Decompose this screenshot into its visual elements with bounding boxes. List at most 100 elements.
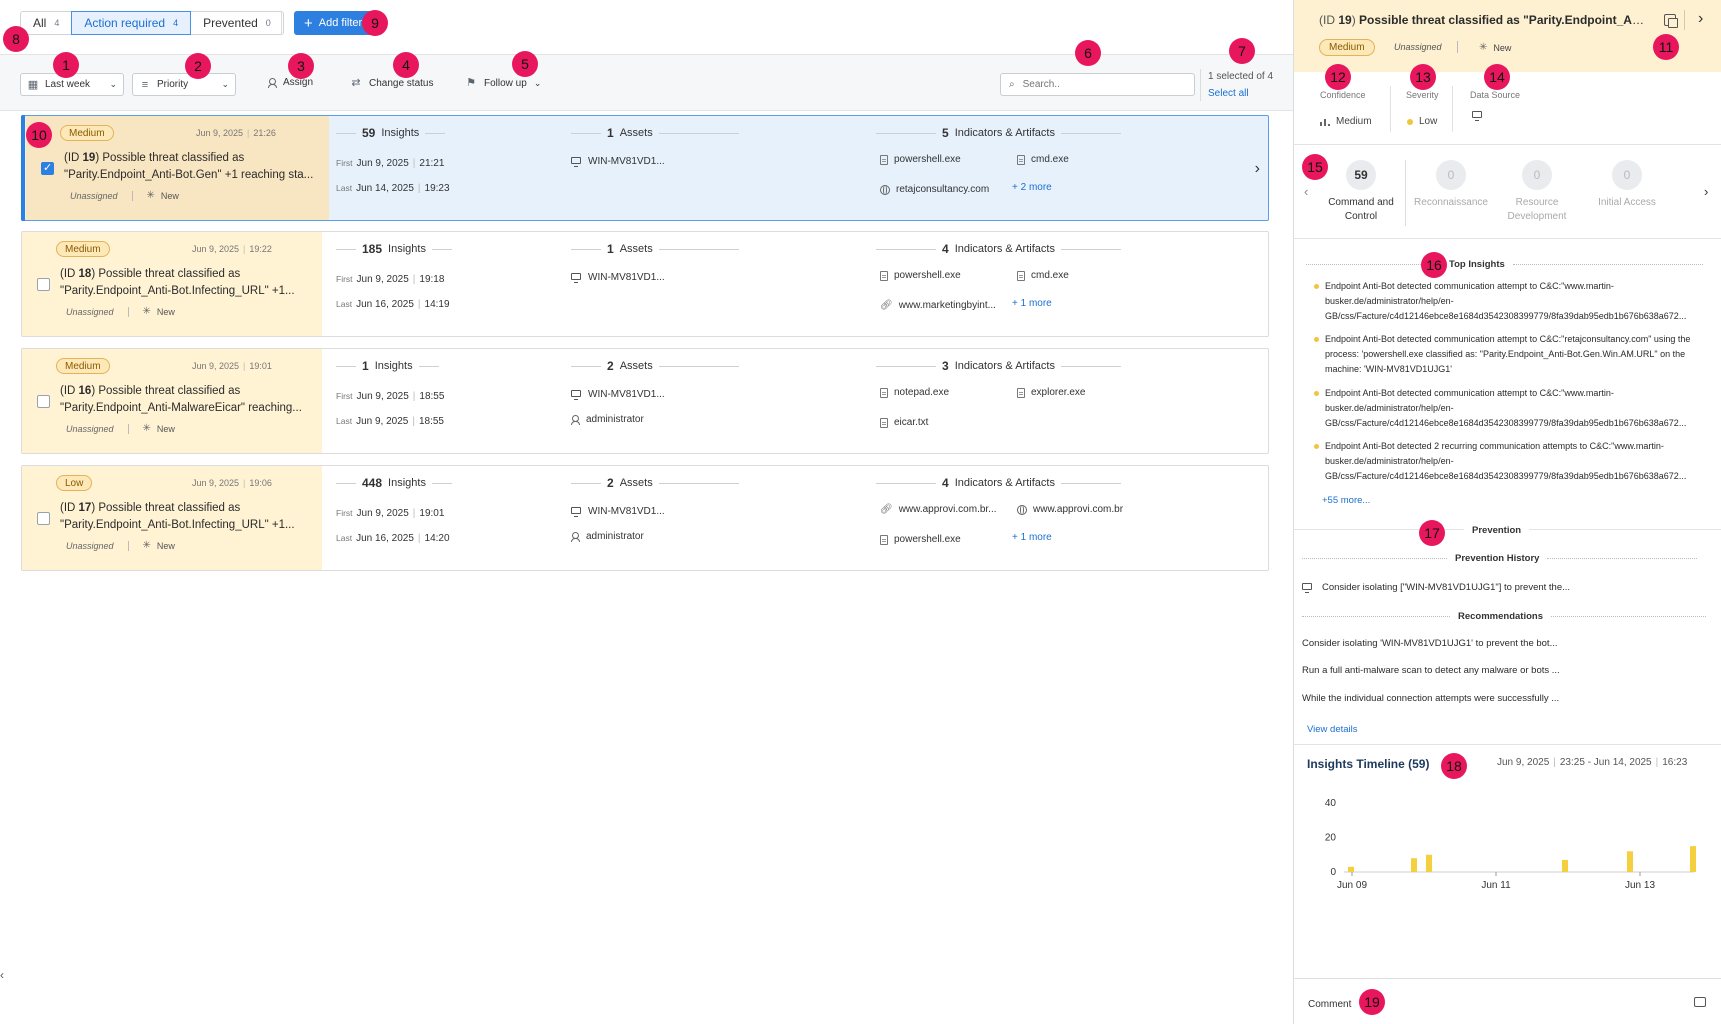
insights-count: 448 [362, 476, 383, 490]
timeline-bar[interactable] [1562, 859, 1568, 872]
incident-title: (ID 17) Possible threat classified as "P… [60, 500, 318, 534]
asset-item[interactable]: WIN-MV81VD1... [571, 389, 665, 400]
tactic-count: 0 [1522, 160, 1552, 190]
filter-bar: All 4 Action required 4 Prevented 0 + Ad… [0, 0, 1293, 55]
search-input[interactable] [1022, 79, 1173, 90]
assign-button[interactable]: Assign [268, 77, 313, 88]
file-icon [1017, 154, 1025, 165]
timeline-bar[interactable] [1426, 854, 1432, 872]
indicator-item[interactable]: powershell.exe [880, 270, 961, 281]
more-insights-link[interactable]: +55 more... [1322, 495, 1371, 506]
insight-item[interactable]: Endpoint Anti-Bot detected communication… [1314, 386, 1704, 431]
indicator-item[interactable]: 🔗︎ www.marketingbyint... [880, 300, 996, 311]
insight-item[interactable]: Endpoint Anti-Bot detected 2 recurring c… [1314, 439, 1704, 484]
status-selector[interactable]: ✳ New [1479, 42, 1511, 53]
indicator-text: powershell.exe [894, 534, 961, 545]
indicators-column: 4 Indicators & Artifacts 🔗︎ www.approvi.co… [872, 466, 1252, 570]
timeline-bar[interactable] [1690, 846, 1696, 872]
indicator-item[interactable]: cmd.exe [1017, 270, 1069, 281]
mitre-tactic-initial-access[interactable]: 0 Initial Access [1582, 160, 1672, 210]
x-tick-label: Jun 13 [1625, 880, 1655, 891]
more-indicators-link[interactable]: + 1 more [1012, 532, 1052, 543]
recommendations-title: Recommendations [1458, 611, 1543, 622]
indicator-item[interactable]: eicar.txt [880, 417, 928, 428]
chevron-right-icon[interactable]: › [1254, 160, 1260, 177]
indicators-heading: 3 Indicators & Artifacts [876, 359, 1121, 373]
chevron-right-icon[interactable]: › [1698, 10, 1704, 27]
tactic-label: Resource Development [1507, 197, 1567, 222]
incident-card[interactable]: Medium Jun 9, 2025|21:26 (ID 19) Possibl… [21, 115, 1269, 221]
change-status-button[interactable]: ⇄ Change status [350, 77, 433, 89]
divider [1452, 86, 1453, 132]
more-indicators-link[interactable]: + 1 more [1012, 298, 1052, 309]
add-filter-button[interactable]: + Add filter [294, 11, 375, 35]
incident-meta: Unassigned ✳ New [66, 540, 175, 551]
indicator-item[interactable]: powershell.exe [880, 534, 961, 545]
mitre-tactic-resource-development[interactable]: 0 Resource Development [1494, 160, 1580, 224]
incident-date: Jun 9, 2025 [196, 128, 244, 138]
assets-heading: 1 Assets [571, 242, 739, 256]
link-icon: 🔗︎ [880, 300, 893, 311]
insight-item[interactable]: Endpoint Anti-Bot detected communication… [1314, 279, 1704, 324]
title-line1: ) Possible threat classified as [91, 268, 241, 280]
follow-up-button[interactable]: ⚑ Follow up ⌄ [465, 77, 541, 89]
incident-checkbox[interactable] [37, 512, 50, 525]
incident-card[interactable]: Medium Jun 9, 2025 | 19:01 (ID 16) Possibl… [21, 348, 1269, 454]
incident-card[interactable]: Medium Jun 9, 2025 | 19:22 (ID 18) Possibl… [21, 231, 1269, 337]
incident-card[interactable]: Low Jun 9, 2025 | 19:06 (ID 17) Possible t… [21, 465, 1269, 571]
insights-heading: 59 Insights [336, 126, 446, 140]
incident-id: 17 [78, 502, 92, 514]
chevron-left-icon[interactable]: ‹ [1304, 184, 1309, 199]
more-indicators-link[interactable]: + 2 more [1012, 182, 1052, 193]
select-all-link[interactable]: Select all [1208, 88, 1249, 99]
mitre-tactic-command-and-control[interactable]: 59 Command and Control [1316, 160, 1406, 224]
chevron-right-icon[interactable]: › [1704, 184, 1709, 199]
indicator-item[interactable]: powershell.exe [880, 154, 961, 165]
incident-date: Jun 9, 2025 [192, 361, 240, 371]
comment-icon[interactable] [1694, 997, 1706, 1007]
timeline-start-date: Jun 9, 2025 [1497, 757, 1550, 768]
indicator-item[interactable]: cmd.exe [1017, 154, 1069, 165]
link-icon: 🔗︎ [880, 504, 893, 515]
incident-checkbox[interactable] [37, 395, 50, 408]
timeline-bar[interactable] [1411, 858, 1417, 872]
indicator-item[interactable]: retajconsultancy.com [880, 184, 989, 195]
tab-all[interactable]: All 4 [20, 11, 73, 35]
asset-item[interactable]: WIN-MV81VD1... [571, 506, 665, 517]
chevron-left-icon[interactable]: ‹ [0, 968, 4, 982]
asset-item[interactable]: administrator [571, 414, 644, 425]
asset-item[interactable]: WIN-MV81VD1... [571, 272, 665, 283]
globe-icon [880, 184, 890, 195]
copy-icon[interactable] [1664, 14, 1678, 28]
annotation-marker: 12 [1325, 64, 1351, 90]
timeline-bar[interactable] [1348, 866, 1354, 872]
incident-checkbox[interactable] [37, 278, 50, 291]
tab-action-required[interactable]: Action required 4 [71, 11, 192, 35]
mitre-tactic-reconnaissance[interactable]: 0 Reconnaissance [1406, 160, 1496, 210]
recommendation-item[interactable]: Consider isolating 'WIN-MV81VD1UJG1' to … [1302, 638, 1558, 649]
prevention-history-text: Consider isolating ["WIN-MV81VD1UJG1"] t… [1322, 582, 1571, 593]
assets-heading: 2 Assets [571, 476, 739, 490]
asset-item[interactable]: WIN-MV81VD1... [571, 156, 665, 167]
indicator-item[interactable]: 🔗︎ www.approvi.com.br... [880, 504, 997, 515]
indicator-item[interactable]: notepad.exe [880, 387, 949, 398]
indicator-item[interactable]: explorer.exe [1017, 387, 1085, 398]
priority-filter-dropdown[interactable]: ≡ Priority ⌄ [132, 73, 236, 96]
view-details-link[interactable]: View details [1307, 724, 1358, 735]
asset-name: administrator [586, 414, 644, 425]
insights-label: Insights [388, 477, 426, 489]
timeline-bar[interactable] [1627, 851, 1633, 872]
insight-item[interactable]: Endpoint Anti-Bot detected communication… [1314, 332, 1704, 377]
recommendation-item[interactable]: While the individual connection attempts… [1302, 693, 1560, 704]
tab-prevented[interactable]: Prevented 0 [190, 11, 284, 35]
insights-column: 1 Insights First Jun 9, 2025 | 18:55 Last Jun… [322, 349, 567, 453]
recommendation-item[interactable]: Run a full anti-malware scan to detect a… [1302, 665, 1560, 676]
severity-label: Severity [1406, 90, 1439, 100]
prevention-history-item[interactable]: Consider isolating ["WIN-MV81VD1UJG1"] t… [1302, 582, 1570, 593]
divider [1294, 144, 1721, 145]
asset-item[interactable]: administrator [571, 531, 644, 542]
indicator-item[interactable]: www.approvi.com.br [1017, 504, 1123, 515]
incident-checkbox[interactable] [41, 161, 54, 175]
file-icon [880, 270, 888, 281]
assignee-label[interactable]: Unassigned [1394, 42, 1442, 52]
